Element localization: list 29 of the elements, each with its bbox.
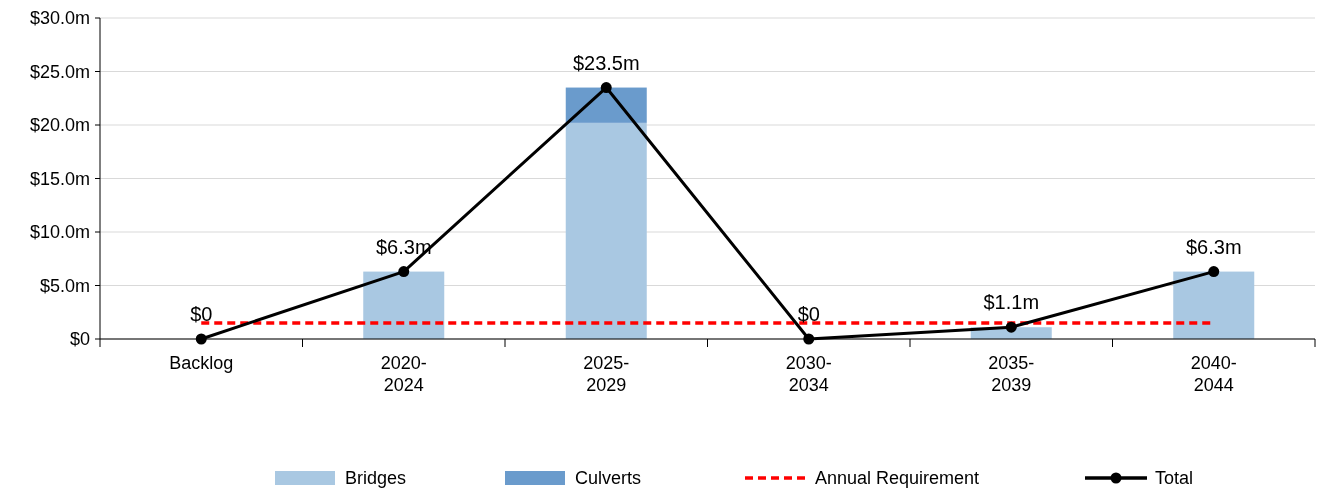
x-tick-label: 2035-2039 bbox=[988, 353, 1035, 395]
bar bbox=[565, 122, 647, 339]
x-tick-label: 2025-2029 bbox=[583, 353, 630, 395]
y-tick-label: $20.0m bbox=[29, 115, 90, 136]
y-tick-label: $5.0m bbox=[39, 275, 90, 296]
x-tick-label: 2040-2044 bbox=[1190, 353, 1237, 395]
data-label: $23.5m bbox=[572, 51, 640, 74]
legend-label: Bridges bbox=[345, 468, 407, 489]
legend-label: Annual Requirement bbox=[815, 468, 980, 489]
x-tick-label: Backlog bbox=[169, 353, 234, 373]
point bbox=[600, 82, 612, 94]
point bbox=[398, 266, 410, 278]
y-tick-label: $30.0m bbox=[29, 8, 90, 29]
x-tick-label: 2020-2024 bbox=[380, 353, 427, 395]
point bbox=[1005, 321, 1017, 333]
point bbox=[1208, 266, 1220, 278]
data-label: $6.3m bbox=[375, 235, 432, 258]
y-tick-label: $25.0m bbox=[29, 61, 90, 82]
data-label: $6.3m bbox=[1185, 235, 1242, 258]
y-tick-label: $0 bbox=[69, 329, 90, 350]
data-label: $0 bbox=[797, 303, 820, 325]
data-label: $1.1m bbox=[983, 291, 1040, 314]
data-label: $0 bbox=[190, 303, 213, 325]
y-tick-label: $10.0m bbox=[29, 222, 90, 243]
x-tick-label: 2030-2034 bbox=[785, 353, 832, 395]
y-tick-label: $15.0m bbox=[29, 168, 90, 189]
bar bbox=[1173, 271, 1255, 339]
legend-label: Total bbox=[1155, 468, 1194, 489]
legend-label: Culverts bbox=[575, 468, 642, 489]
